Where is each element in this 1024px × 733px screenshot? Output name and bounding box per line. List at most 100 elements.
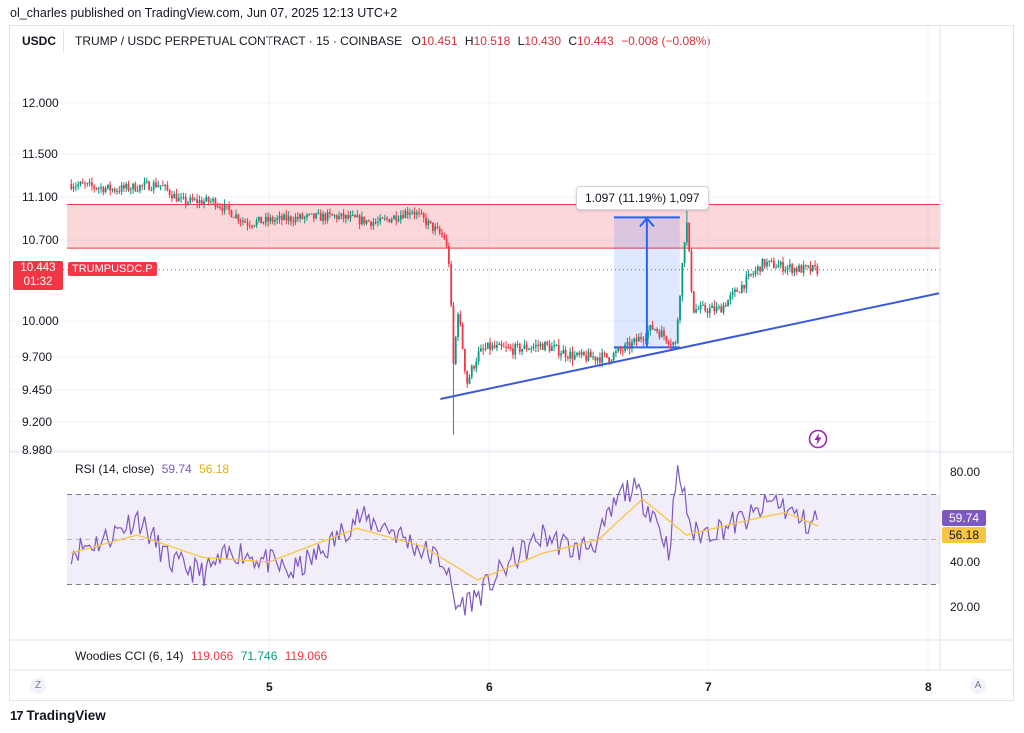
candle xyxy=(750,273,752,275)
time-tick-label: 8 xyxy=(925,680,932,694)
candle xyxy=(525,344,528,350)
lightning-icon[interactable] xyxy=(808,429,828,449)
candle xyxy=(134,183,137,192)
candle xyxy=(331,213,334,216)
candle xyxy=(278,215,281,219)
rsi-ma-value-tag: 56.18 xyxy=(942,527,986,543)
candle xyxy=(280,215,283,220)
candle xyxy=(667,341,670,345)
candle xyxy=(264,216,267,223)
candle xyxy=(560,353,562,356)
candle xyxy=(548,344,551,352)
tradingview-logo[interactable]: 17 TradingView xyxy=(10,708,106,723)
candle xyxy=(447,246,450,265)
candle xyxy=(530,348,533,350)
cci-legend: Woodies CCI (6, 14) 119.066 71.746 119.0… xyxy=(75,649,327,663)
open-label: O xyxy=(411,34,421,48)
candle xyxy=(457,314,459,338)
candle xyxy=(164,184,167,186)
candle xyxy=(152,182,155,190)
high-value: 10.518 xyxy=(473,34,511,48)
candle xyxy=(404,211,407,219)
candle xyxy=(793,268,796,273)
candle xyxy=(81,182,84,184)
rsi-legend: RSI (14, close) 59.74 56.18 xyxy=(75,462,229,476)
candle xyxy=(782,261,784,272)
candle xyxy=(484,348,487,350)
candle xyxy=(470,366,473,378)
candle xyxy=(587,351,590,361)
candle xyxy=(251,225,253,227)
candle xyxy=(702,304,704,306)
candle xyxy=(351,215,354,217)
auto-scale-button[interactable]: A xyxy=(970,678,986,694)
candle xyxy=(578,352,581,355)
candle xyxy=(660,330,663,338)
candle xyxy=(736,289,739,292)
currency-button[interactable]: USDC xyxy=(22,34,57,48)
candle xyxy=(312,213,315,219)
candle xyxy=(116,190,118,192)
candle xyxy=(539,343,542,347)
candle xyxy=(406,211,409,215)
candle xyxy=(429,220,432,223)
candles xyxy=(70,177,819,435)
candle xyxy=(425,217,427,226)
candle xyxy=(383,218,386,220)
zoom-button[interactable]: Z xyxy=(30,678,46,694)
candle xyxy=(779,261,782,266)
candle xyxy=(697,309,700,311)
candle xyxy=(489,342,491,350)
candle xyxy=(459,314,462,325)
candle xyxy=(683,242,686,263)
candle xyxy=(589,351,592,358)
candle xyxy=(756,266,759,271)
candle xyxy=(786,267,789,270)
candle xyxy=(344,215,347,219)
candle xyxy=(685,222,688,243)
rsi-axis-40: 40.00 xyxy=(950,555,981,569)
low-label: L xyxy=(517,34,525,48)
candle xyxy=(340,213,343,216)
trendline[interactable] xyxy=(440,292,940,400)
candle xyxy=(143,182,146,186)
cci-value-3: 119.066 xyxy=(284,649,328,663)
candle xyxy=(86,183,89,185)
candle xyxy=(747,273,750,277)
candle xyxy=(544,341,546,350)
candle xyxy=(139,185,141,191)
resistance-zone[interactable] xyxy=(67,204,940,249)
candle xyxy=(127,183,130,191)
candle xyxy=(516,343,519,345)
candle xyxy=(324,213,327,221)
candle xyxy=(141,185,144,187)
candle xyxy=(239,220,242,222)
candle xyxy=(79,182,82,185)
candle xyxy=(354,215,356,218)
candle xyxy=(381,217,384,219)
candle xyxy=(393,215,395,220)
candle xyxy=(237,214,240,221)
candle xyxy=(502,346,505,348)
cci-title[interactable]: Woodies CCI (6, 14) xyxy=(75,649,184,663)
candle xyxy=(177,197,180,202)
symbol-title[interactable]: TRUMP / USDC PERPETUAL CONTRACT · 15 · C… xyxy=(75,34,403,48)
rsi-axis-20: 20.00 xyxy=(950,600,981,614)
candle xyxy=(651,325,654,330)
candle xyxy=(601,352,604,363)
candle xyxy=(795,268,798,272)
candle xyxy=(644,338,647,341)
candle xyxy=(175,193,178,202)
candle xyxy=(727,299,729,307)
measure-arrowhead xyxy=(639,216,655,228)
candle xyxy=(740,284,743,293)
candle xyxy=(203,201,205,205)
candle xyxy=(676,319,679,343)
candle xyxy=(125,183,128,189)
candle xyxy=(695,309,697,313)
candle xyxy=(557,344,560,356)
candle xyxy=(214,198,217,207)
rsi-title[interactable]: RSI (14, close) xyxy=(75,462,155,476)
candle xyxy=(637,336,640,342)
